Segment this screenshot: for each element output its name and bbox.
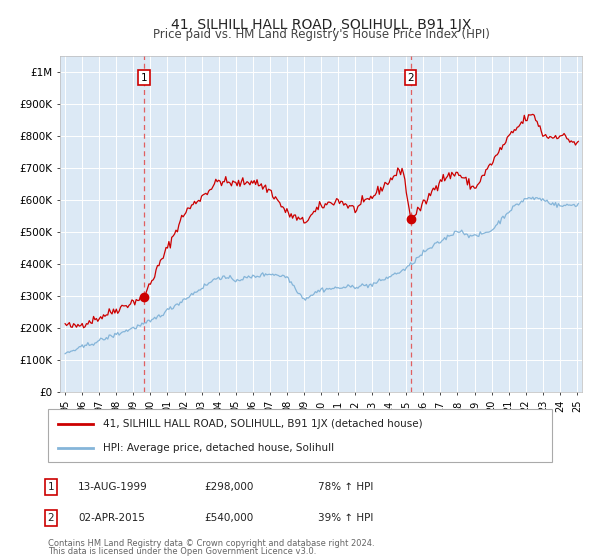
Text: 2: 2 [47, 513, 55, 523]
Text: 1: 1 [47, 482, 55, 492]
Text: 13-AUG-1999: 13-AUG-1999 [78, 482, 148, 492]
Text: 1: 1 [140, 73, 147, 83]
Text: £298,000: £298,000 [204, 482, 253, 492]
FancyBboxPatch shape [48, 409, 552, 462]
Text: 02-APR-2015: 02-APR-2015 [78, 513, 145, 523]
Text: £540,000: £540,000 [204, 513, 253, 523]
Text: 2: 2 [407, 73, 414, 83]
Text: 39% ↑ HPI: 39% ↑ HPI [318, 513, 373, 523]
Text: This data is licensed under the Open Government Licence v3.0.: This data is licensed under the Open Gov… [48, 548, 316, 557]
Text: 41, SILHILL HALL ROAD, SOLIHULL, B91 1JX: 41, SILHILL HALL ROAD, SOLIHULL, B91 1JX [171, 18, 471, 32]
Text: 78% ↑ HPI: 78% ↑ HPI [318, 482, 373, 492]
Text: Contains HM Land Registry data © Crown copyright and database right 2024.: Contains HM Land Registry data © Crown c… [48, 539, 374, 548]
Text: 41, SILHILL HALL ROAD, SOLIHULL, B91 1JX (detached house): 41, SILHILL HALL ROAD, SOLIHULL, B91 1JX… [103, 419, 423, 429]
Text: Price paid vs. HM Land Registry's House Price Index (HPI): Price paid vs. HM Land Registry's House … [152, 28, 490, 41]
Text: HPI: Average price, detached house, Solihull: HPI: Average price, detached house, Soli… [103, 442, 335, 452]
